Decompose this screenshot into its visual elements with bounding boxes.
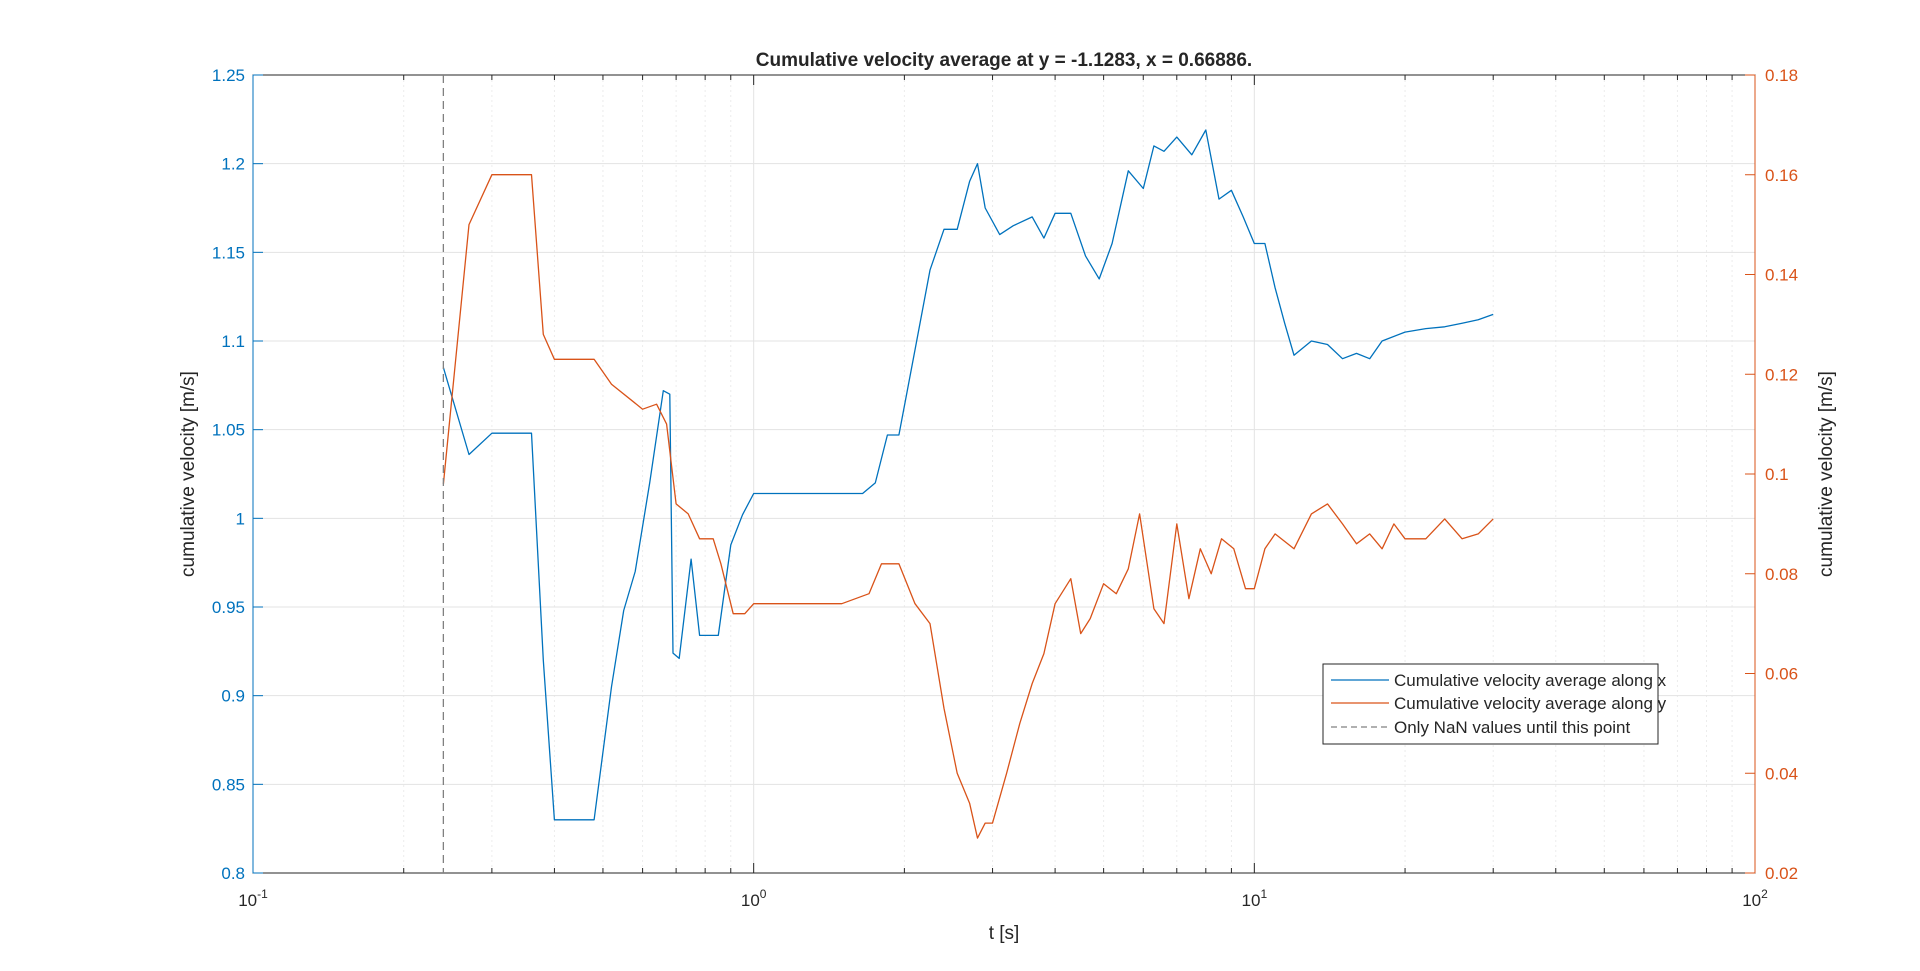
series-line-y: [442, 174, 1494, 839]
x-tick-label: 101: [1242, 887, 1268, 910]
y-tick-label-left: 1.15: [212, 243, 245, 262]
y-axis-label-right: cumulative velocity [m/s]: [1816, 371, 1837, 577]
y-tick-label-left: 0.85: [212, 775, 245, 794]
y-tick-label-right: 0.16: [1765, 166, 1798, 185]
y-tick-label-right: 0.06: [1765, 665, 1798, 684]
y-tick-label-right: 0.14: [1765, 266, 1798, 285]
legend-box: [1322, 663, 1659, 745]
y-tick-label-left: 1.25: [212, 66, 245, 85]
y-tick-label-left: 1.05: [212, 421, 245, 440]
tick-marks: [252, 74, 1756, 874]
legend-label-nan: Only NaN values until this point: [1394, 718, 1631, 737]
x-tick-label: 100: [741, 887, 767, 910]
y-tick-label-right: 0.04: [1765, 764, 1798, 783]
y-tick-label-left: 1.1: [221, 332, 245, 351]
y-tick-label-left: 1: [236, 509, 245, 528]
y-tick-label-right: 0.18: [1765, 66, 1798, 85]
y-tick-label-right: 0.02: [1765, 864, 1798, 883]
legend: Cumulative velocity average along x Cumu…: [1322, 663, 1667, 745]
y-tick-label-left: 0.8: [221, 864, 245, 883]
y-tick-label-left: 1.2: [221, 155, 245, 174]
grid-lines: [253, 75, 1755, 873]
series-layer: [442, 75, 1494, 873]
x-axis-label: t [s]: [989, 923, 1020, 944]
x-tick-label: 102: [1742, 887, 1768, 910]
series-line-x: [442, 129, 1494, 821]
chart-title: Cumulative velocity average at y = -1.12…: [756, 50, 1252, 71]
tick-labels: 0.8 0.85 0.9 0.95 1 1.05 1.1 1.15 1.2 1.25 0.02 0.0…: [212, 66, 1798, 910]
legend-label-x: Cumulative velocity average along x: [1394, 671, 1667, 690]
y-tick-label-right: 0.12: [1765, 365, 1798, 384]
y-axis-label-left: cumulative velocity [m/s]: [178, 371, 199, 577]
y-tick-label-left: 0.95: [212, 598, 245, 617]
y-tick-label-right: 0.1: [1765, 465, 1789, 484]
y-tick-label-right: 0.08: [1765, 565, 1798, 584]
x-tick-label: 10-1: [238, 887, 268, 910]
legend-label-y: Cumulative velocity average along y: [1394, 694, 1667, 713]
y-tick-label-left: 0.9: [221, 687, 245, 706]
